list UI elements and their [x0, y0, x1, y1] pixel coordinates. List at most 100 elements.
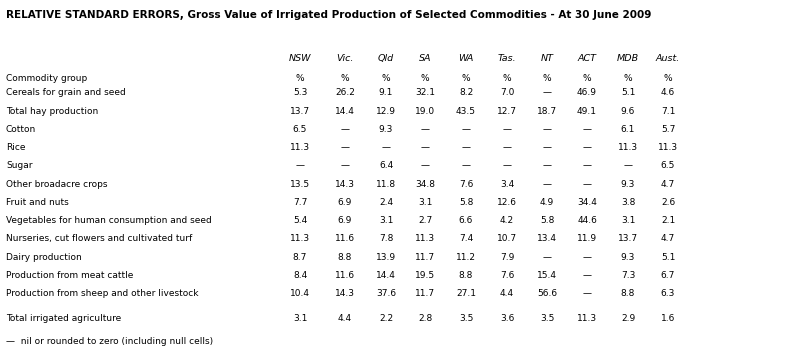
Text: 34.8: 34.8	[415, 180, 435, 189]
Text: 4.6: 4.6	[661, 88, 675, 98]
Text: 9.3: 9.3	[621, 180, 635, 189]
Text: 1.6: 1.6	[661, 314, 675, 324]
Text: 2.6: 2.6	[661, 198, 675, 207]
Text: NT: NT	[541, 54, 554, 64]
Text: 3.5: 3.5	[459, 314, 473, 324]
Text: %: %	[341, 74, 349, 83]
Text: 11.3: 11.3	[415, 234, 435, 244]
Text: 7.4: 7.4	[459, 234, 473, 244]
Text: —: —	[542, 161, 551, 171]
Text: 11.3: 11.3	[577, 314, 597, 324]
Text: 5.7: 5.7	[661, 125, 675, 134]
Text: —: —	[503, 143, 512, 152]
Text: 13.9: 13.9	[376, 253, 396, 262]
Text: —: —	[462, 125, 470, 134]
Text: —: —	[462, 161, 470, 171]
Text: %: %	[624, 74, 633, 83]
Text: 49.1: 49.1	[577, 107, 597, 116]
Text: 7.6: 7.6	[500, 271, 514, 280]
Text: Tas.: Tas.	[498, 54, 516, 64]
Text: —: —	[420, 143, 429, 152]
Text: 11.7: 11.7	[415, 289, 435, 298]
Text: —: —	[583, 180, 592, 189]
Text: 5.1: 5.1	[661, 253, 675, 262]
Text: Total hay production: Total hay production	[6, 107, 98, 116]
Text: Nurseries, cut flowers and cultivated turf: Nurseries, cut flowers and cultivated tu…	[6, 234, 192, 244]
Text: SA: SA	[419, 54, 431, 64]
Text: Sugar: Sugar	[6, 161, 32, 171]
Text: 5.4: 5.4	[293, 216, 307, 225]
Text: 18.7: 18.7	[537, 107, 557, 116]
Text: Qld: Qld	[378, 54, 394, 64]
Text: 11.2: 11.2	[456, 253, 476, 262]
Text: —: —	[583, 271, 592, 280]
Text: 2.2: 2.2	[379, 314, 393, 324]
Text: Dairy production: Dairy production	[6, 253, 82, 262]
Text: 9.6: 9.6	[621, 107, 635, 116]
Text: %: %	[542, 74, 551, 83]
Text: Cereals for grain and seed: Cereals for grain and seed	[6, 88, 126, 98]
Text: 11.3: 11.3	[290, 143, 310, 152]
Text: %: %	[382, 74, 391, 83]
Text: —: —	[583, 143, 592, 152]
Text: 32.1: 32.1	[415, 88, 435, 98]
Text: —: —	[503, 161, 512, 171]
Text: 3.1: 3.1	[418, 198, 433, 207]
Text: 43.5: 43.5	[456, 107, 476, 116]
Text: 2.9: 2.9	[621, 314, 635, 324]
Text: 7.3: 7.3	[621, 271, 635, 280]
Text: 3.4: 3.4	[500, 180, 514, 189]
Text: —: —	[542, 143, 551, 152]
Text: 11.9: 11.9	[577, 234, 597, 244]
Text: MDB: MDB	[617, 54, 639, 64]
Text: 6.5: 6.5	[661, 161, 675, 171]
Text: 9.3: 9.3	[621, 253, 635, 262]
Text: 14.3: 14.3	[335, 180, 355, 189]
Text: —: —	[542, 253, 551, 262]
Text: 8.8: 8.8	[621, 289, 635, 298]
Text: Rice: Rice	[6, 143, 26, 152]
Text: —: —	[542, 125, 551, 134]
Text: 4.7: 4.7	[661, 180, 675, 189]
Text: 3.1: 3.1	[378, 216, 393, 225]
Text: 15.4: 15.4	[537, 271, 557, 280]
Text: 12.7: 12.7	[497, 107, 517, 116]
Text: —: —	[341, 143, 349, 152]
Text: Production from sheep and other livestock: Production from sheep and other livestoc…	[6, 289, 199, 298]
Text: Aust.: Aust.	[656, 54, 680, 64]
Text: 12.6: 12.6	[497, 198, 517, 207]
Text: 2.1: 2.1	[661, 216, 675, 225]
Text: 37.6: 37.6	[376, 289, 396, 298]
Text: 7.6: 7.6	[459, 180, 473, 189]
Text: 5.8: 5.8	[540, 216, 554, 225]
Text: %: %	[295, 74, 304, 83]
Text: 7.0: 7.0	[500, 88, 514, 98]
Text: 10.4: 10.4	[290, 289, 310, 298]
Text: —: —	[583, 125, 592, 134]
Text: 7.1: 7.1	[661, 107, 675, 116]
Text: 14.4: 14.4	[335, 107, 355, 116]
Text: 2.4: 2.4	[379, 198, 393, 207]
Text: —: —	[295, 161, 304, 171]
Text: WA: WA	[458, 54, 474, 64]
Text: 2.7: 2.7	[418, 216, 432, 225]
Text: 5.3: 5.3	[293, 88, 307, 98]
Text: 5.1: 5.1	[621, 88, 635, 98]
Text: NSW: NSW	[289, 54, 312, 64]
Text: 4.7: 4.7	[661, 234, 675, 244]
Text: —: —	[420, 161, 429, 171]
Text: —: —	[624, 161, 633, 171]
Text: 11.6: 11.6	[335, 271, 355, 280]
Text: 56.6: 56.6	[537, 289, 557, 298]
Text: 3.8: 3.8	[621, 198, 635, 207]
Text: 2.8: 2.8	[418, 314, 432, 324]
Text: Production from meat cattle: Production from meat cattle	[6, 271, 133, 280]
Text: 5.8: 5.8	[459, 198, 473, 207]
Text: 6.3: 6.3	[661, 289, 675, 298]
Text: 13.7: 13.7	[290, 107, 310, 116]
Text: 8.7: 8.7	[293, 253, 307, 262]
Text: Commodity group: Commodity group	[6, 74, 87, 83]
Text: 12.9: 12.9	[376, 107, 396, 116]
Text: 6.7: 6.7	[661, 271, 675, 280]
Text: 46.9: 46.9	[577, 88, 597, 98]
